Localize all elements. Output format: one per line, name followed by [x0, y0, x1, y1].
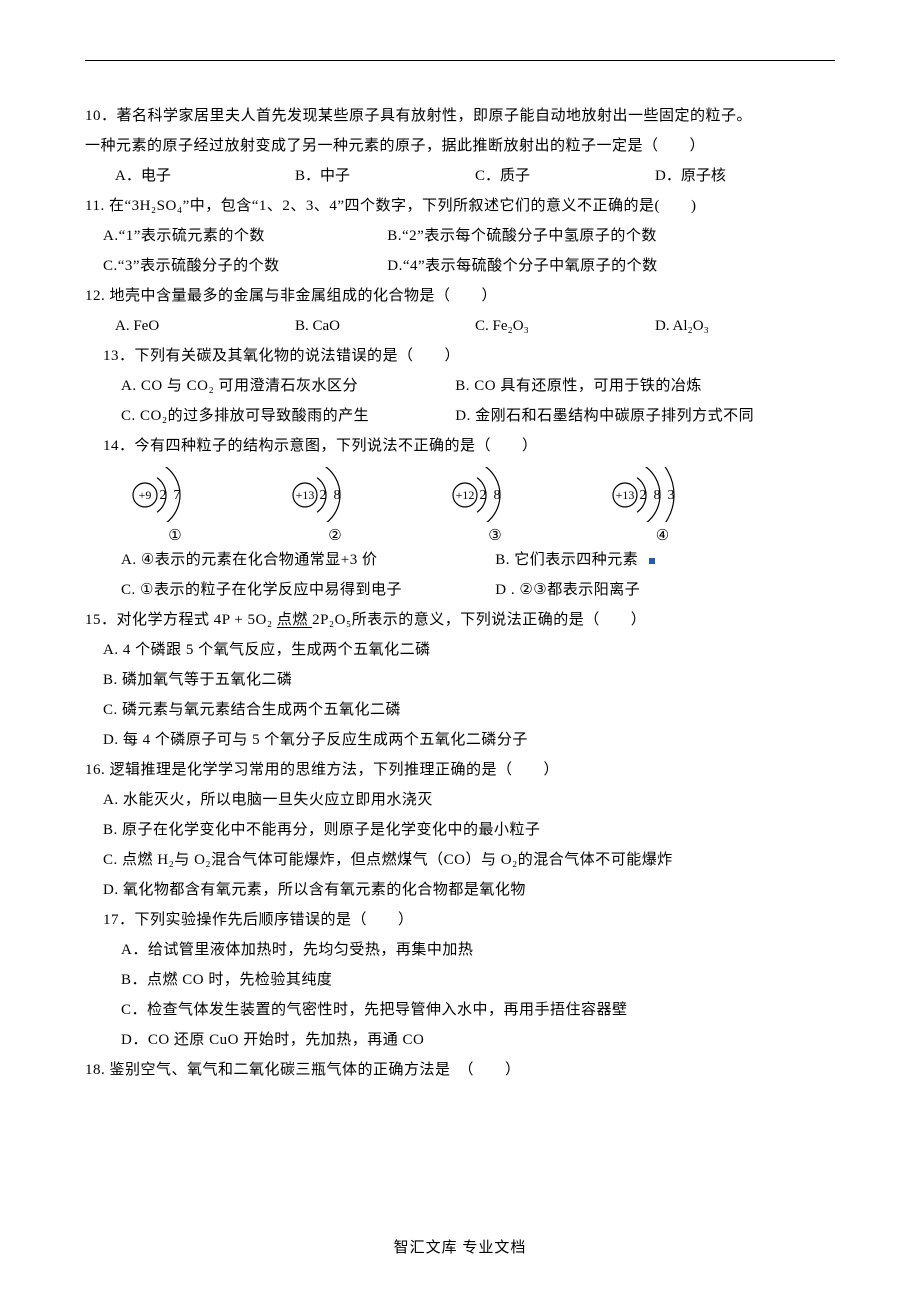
svg-text:+9: +9 — [139, 488, 152, 502]
q10-opt-b: B．中子 — [295, 161, 475, 191]
q17-opt-c: C．检查气体发生装置的气密性时，先把导管伸入水中，再用手捂住容器壁 — [85, 995, 835, 1025]
q14-diagram-4-label: ④ — [656, 526, 669, 545]
atom-diagram-2: +13 28 — [290, 467, 380, 522]
svg-text:2: 2 — [320, 488, 327, 503]
q11-opt-d: D.“4”表示每硫酸个分子中氧原子的个数 — [387, 258, 657, 274]
q14-diagram-2: +13 28 ② — [290, 467, 380, 545]
q14-stem: 14．今有四种粒子的结构示意图，下列说法不正确的是（ ） — [85, 431, 835, 461]
top-rule — [85, 60, 835, 61]
svg-text:3: 3 — [668, 488, 675, 503]
q15-stem: 15．对化学方程式 4P + 5O₂ 点燃 2P₂O₅所表示的意义，下列说法正确… — [85, 605, 835, 635]
q11-opt-c: C.“3”表示硫酸分子的个数 — [103, 251, 383, 281]
q15-opt-d: D. 每 4 个磷原子可与 5 个氧分子反应生成两个五氧化二磷分子 — [85, 725, 835, 755]
q11-opt-b: B.“2”表示每个硫酸分子中氢原子的个数 — [387, 228, 657, 244]
svg-text:7: 7 — [174, 488, 181, 503]
q14-row-1: A. ④表示的元素在化合物通常显+3 价 B. 它们表示四种元素 — [85, 545, 835, 575]
q14-diagrams: +927 ① +1328 ② +1228 ③ +13283 ④ — [85, 461, 835, 545]
svg-text:2: 2 — [160, 488, 167, 503]
q11-stem: 11. 在“3H₂SO₄”中，包含“1、2、3、4”四个数字，下列所叙述它们的意… — [85, 191, 835, 221]
q14-opt-c: C. ①表示的粒子在化学反应中易得到电子 — [121, 575, 491, 605]
q12-stem: 12. 地壳中含量最多的金属与非金属组成的化合物是（ ） — [85, 281, 835, 311]
q10-opt-d: D．原子核 — [655, 161, 835, 191]
q17-stem: 17．下列实验操作先后顺序错误的是（ ） — [85, 905, 835, 935]
q15-opt-b: B. 磷加氧气等于五氧化二磷 — [85, 665, 835, 695]
q10-stem-2: 一种元素的原子经过放射变成了另一种元素的原子，据此推断放射出的粒子一定是（ ） — [85, 131, 835, 161]
q12-opt-b: B. CaO — [295, 311, 475, 341]
note-dot — [649, 558, 655, 564]
q14-opt-a: A. ④表示的元素在化合物通常显+3 价 — [121, 545, 491, 575]
q15-opt-c: C. 磷元素与氧元素结合生成两个五氧化二磷 — [85, 695, 835, 725]
q12-options: A. FeO B. CaO C. Fe₂O₃ D. Al₂O₃ — [85, 311, 835, 341]
svg-text:+13: +13 — [296, 488, 315, 502]
q13-opt-c: C. CO₂的过多排放可导致酸雨的产生 — [121, 401, 451, 431]
q16-opt-d: D. 氧化物都含有氧元素，所以含有氧元素的化合物都是氧化物 — [85, 875, 835, 905]
q15-stem-pre: 15．对化学方程式 4P + 5O₂ — [85, 612, 277, 628]
q14-diagram-4: +13 283 ④ — [610, 467, 715, 545]
q10-opt-a: A．电子 — [115, 161, 295, 191]
svg-text:8: 8 — [334, 488, 341, 503]
svg-text:8: 8 — [654, 488, 661, 503]
q14-diagram-3-label: ③ — [488, 526, 501, 545]
q12-opt-a: A. FeO — [115, 311, 295, 341]
q13-stem: 13．下列有关碳及其氧化物的说法错误的是（ ） — [85, 341, 835, 371]
q10-stem-1: 10．著名科学家居里夫人首先发现某些原子具有放射性，即原子能自动地放射出一些固定… — [85, 101, 835, 131]
q10-options: A．电子 B．中子 C．质子 D．原子核 — [85, 161, 835, 191]
svg-text:+12: +12 — [456, 488, 475, 502]
q15-opt-a: A. 4 个磷跟 5 个氧气反应，生成两个五氧化二磷 — [85, 635, 835, 665]
q16-opt-c: C. 点燃 H₂与 O₂混合气体可能爆炸，但点燃煤气（CO）与 O₂的混合气体不… — [85, 845, 835, 875]
q16-opt-a: A. 水能灭火，所以电脑一旦失火应立即用水浇灭 — [85, 785, 835, 815]
q17-opt-a: A．给试管里液体加热时，先均匀受热，再集中加热 — [85, 935, 835, 965]
q13-opt-d: D. 金刚石和石墨结构中碳原子排列方式不同 — [455, 408, 754, 424]
q12-opt-d: D. Al₂O₃ — [655, 311, 835, 341]
svg-text:+13: +13 — [616, 488, 635, 502]
q13-row-2: C. CO₂的过多排放可导致酸雨的产生 D. 金刚石和石墨结构中碳原子排列方式不… — [85, 401, 835, 431]
q16-stem: 16. 逻辑推理是化学学习常用的思维方法，下列推理正确的是（ ） — [85, 755, 835, 785]
q13-opt-b: B. CO 具有还原性，可用于铁的冶炼 — [455, 378, 702, 394]
q12-opt-c: C. Fe₂O₃ — [475, 311, 655, 341]
q15-stem-post: 2P₂O₅所表示的意义，下列说法正确的是（ ） — [312, 612, 646, 628]
q15-condition: 点燃 — [277, 612, 312, 628]
q13-row-1: A. CO 与 CO₂ 可用澄清石灰水区分 B. CO 具有还原性，可用于铁的冶… — [85, 371, 835, 401]
q14-row-2: C. ①表示的粒子在化学反应中易得到电子 D . ②③都表示阳离子 — [85, 575, 835, 605]
atom-diagram-4: +13 283 — [610, 467, 715, 522]
q18-stem: 18. 鉴别空气、氧气和二氧化碳三瓶气体的正确方法是 （ ） — [85, 1055, 835, 1085]
q11-opt-a: A.“1”表示硫元素的个数 — [103, 221, 383, 251]
q14-diagram-1-label: ① — [168, 526, 181, 545]
svg-text:2: 2 — [480, 488, 487, 503]
q10-opt-c: C．质子 — [475, 161, 655, 191]
atom-diagram-3: +12 28 — [450, 467, 540, 522]
footer-text: 智汇文库 专业文档 — [0, 1236, 920, 1257]
q11-row-1: A.“1”表示硫元素的个数 B.“2”表示每个硫酸分子中氢原子的个数 — [85, 221, 835, 251]
q13-opt-a: A. CO 与 CO₂ 可用澄清石灰水区分 — [121, 371, 451, 401]
atom-diagram-1: +9 27 — [130, 467, 220, 522]
q17-opt-b: B．点燃 CO 时，先检验其纯度 — [85, 965, 835, 995]
svg-text:8: 8 — [494, 488, 501, 503]
q14-opt-b: B. 它们表示四种元素 — [495, 552, 638, 568]
q16-opt-b: B. 原子在化学变化中不能再分，则原子是化学变化中的最小粒子 — [85, 815, 835, 845]
q11-row-2: C.“3”表示硫酸分子的个数 D.“4”表示每硫酸个分子中氧原子的个数 — [85, 251, 835, 281]
q14-opt-d: D . ②③都表示阳离子 — [495, 582, 640, 598]
svg-text:2: 2 — [640, 488, 647, 503]
q17-opt-d: D．CO 还原 CuO 开始时，先加热，再通 CO — [85, 1025, 835, 1055]
q14-diagram-3: +12 28 ③ — [450, 467, 540, 545]
q14-diagram-2-label: ② — [328, 526, 341, 545]
q14-diagram-1: +9 27 ① — [130, 467, 220, 545]
